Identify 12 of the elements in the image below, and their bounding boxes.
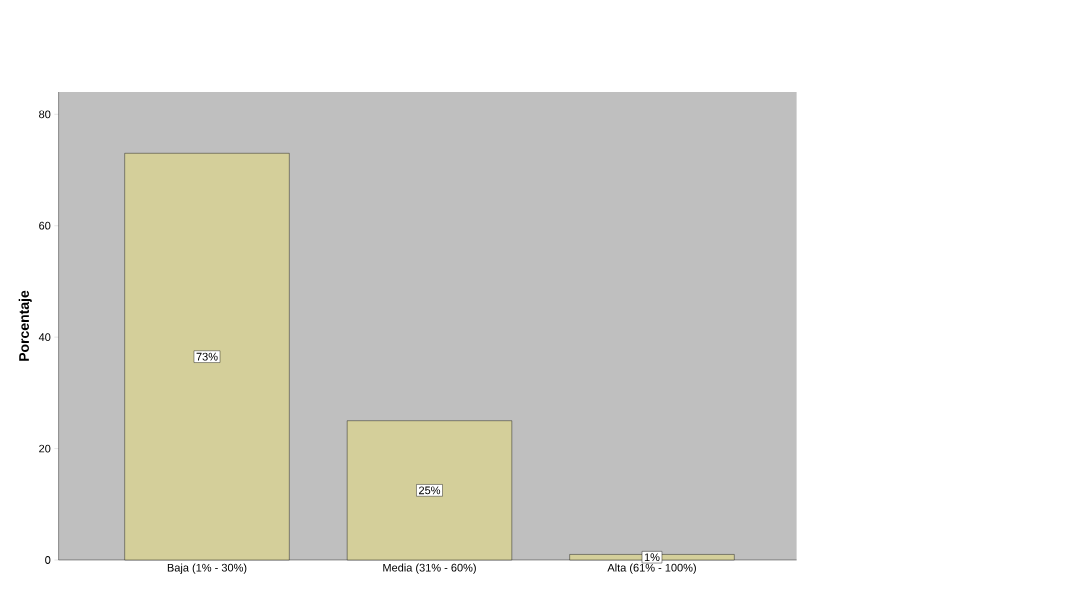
x-tick-label: Alta (61% - 100%) — [607, 563, 696, 574]
y-tick-label: 0 — [45, 556, 51, 564]
y-tick-label: 20 — [39, 444, 51, 453]
y-tick-label: 40 — [38, 333, 51, 342]
data-label: 25% — [419, 486, 441, 495]
x-tick-label: Media (31% - 60%) — [383, 563, 476, 574]
y-tick-label: 60 — [39, 221, 51, 230]
y-axis-title: Porcentaje — [18, 290, 32, 361]
y-tick-label: 80 — [39, 110, 51, 119]
data-label: 73% — [196, 352, 218, 361]
x-tick-label: Baja (1% - 30%) — [167, 563, 247, 574]
data-label: 1% — [644, 553, 660, 562]
